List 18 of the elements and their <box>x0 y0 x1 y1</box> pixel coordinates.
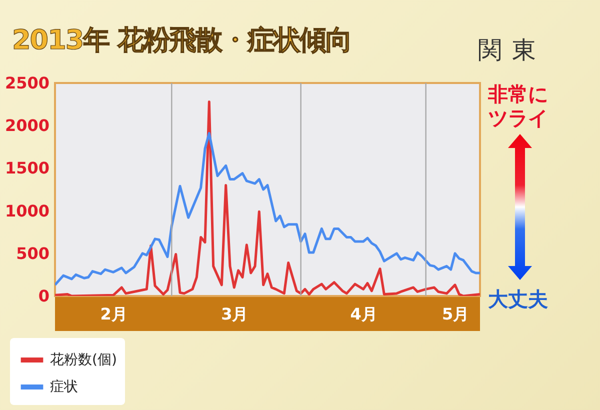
legend-label: 花粉数(個) <box>50 352 117 368</box>
y-tick-label: 2000 <box>4 116 50 136</box>
line-series <box>55 100 480 296</box>
x-tick-label: 5月 <box>442 304 470 324</box>
text: 大丈夫 <box>488 287 549 311</box>
x-tick-label: 3月 <box>221 304 248 324</box>
y-tick-label: 1500 <box>4 158 50 178</box>
text: 非常にツライ <box>488 82 549 130</box>
x-tick-label: 4月 <box>350 304 378 324</box>
x-tick-label: 2月 <box>100 304 128 324</box>
y-tick-label: 0 <box>38 286 50 306</box>
y-tick-label: 1000 <box>4 201 50 220</box>
chart-subtitle: 関東 <box>478 35 546 66</box>
y-tick-label: 500 <box>16 244 50 263</box>
y-tick-label: 2500 <box>4 74 50 92</box>
legend-label: 症状 <box>50 379 78 395</box>
chart-title: 2013年 花粉飛散・症状傾向 <box>12 24 352 58</box>
line-series <box>55 132 480 286</box>
